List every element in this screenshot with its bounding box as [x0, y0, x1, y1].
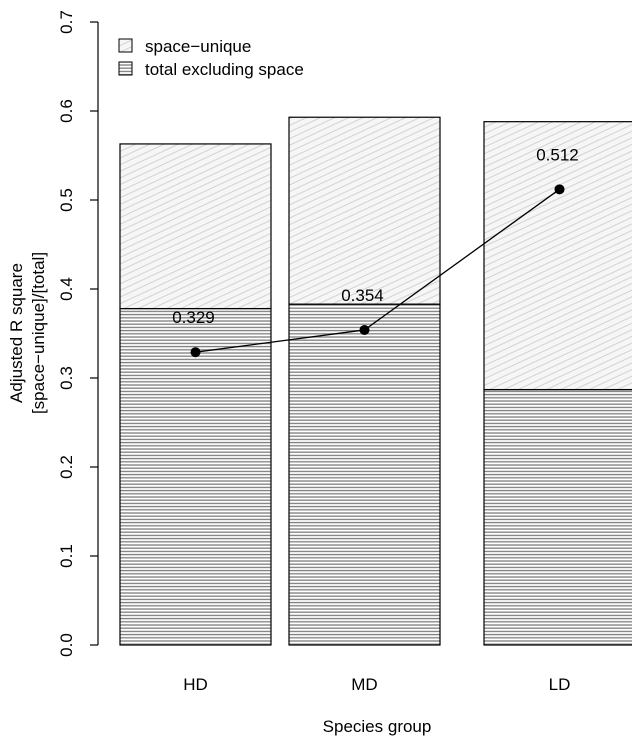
y-axis: 0.0 0.1 0.2 0.3 0.4 0.5 0.6 0.7 — [57, 10, 99, 657]
x-tick-label-hd: HD — [183, 675, 208, 694]
y-tick-label: 0.1 — [57, 544, 76, 568]
x-axis: HD MD LD — [183, 675, 570, 694]
y-tick-label: 0.5 — [57, 188, 76, 212]
ratio-point-ld — [554, 184, 565, 195]
legend-swatch-1 — [118, 38, 133, 53]
y-tick-label: 0.2 — [57, 455, 76, 479]
legend-swatch-0 — [118, 61, 133, 76]
y-tick-label: 0.6 — [57, 99, 76, 123]
x-axis-title: Species group — [323, 717, 432, 736]
ratio-label-md: 0.354 — [341, 286, 384, 305]
legend-label-0: total excluding space — [145, 60, 304, 79]
x-tick-label-md: MD — [351, 675, 377, 694]
bar-hd-series-0 — [119, 307, 272, 646]
legend: space−unique total excluding space — [118, 37, 304, 79]
y-tick-label: 0.0 — [57, 633, 76, 657]
bar-ld-series-0 — [483, 388, 632, 646]
legend-label-1: space−unique — [145, 37, 251, 56]
bars — [119, 116, 632, 646]
axis-titles: Species group Adjusted R square [space−uni… — [7, 252, 431, 736]
ratio-point-hd — [190, 347, 201, 358]
ratio-point-md — [359, 324, 370, 335]
y-axis-title-line-2: [space−unique]/[total] — [29, 252, 48, 414]
bar-md-series-0 — [288, 303, 441, 646]
bar-hd-series-1 — [119, 143, 272, 310]
x-tick-label-ld: LD — [549, 675, 571, 694]
bar-md-series-1 — [288, 116, 441, 305]
ratio-line-group: 0.329 0.354 0.512 — [172, 145, 579, 358]
y-tick-label: 0.7 — [57, 10, 76, 34]
y-tick-label: 0.4 — [57, 277, 76, 301]
ratio-label-ld: 0.512 — [536, 145, 579, 164]
bar-ld-series-1 — [483, 121, 632, 391]
y-axis-title-line-1: Adjusted R square — [7, 263, 26, 403]
ratio-label-hd: 0.329 — [172, 308, 215, 327]
y-tick-label: 0.3 — [57, 366, 76, 390]
